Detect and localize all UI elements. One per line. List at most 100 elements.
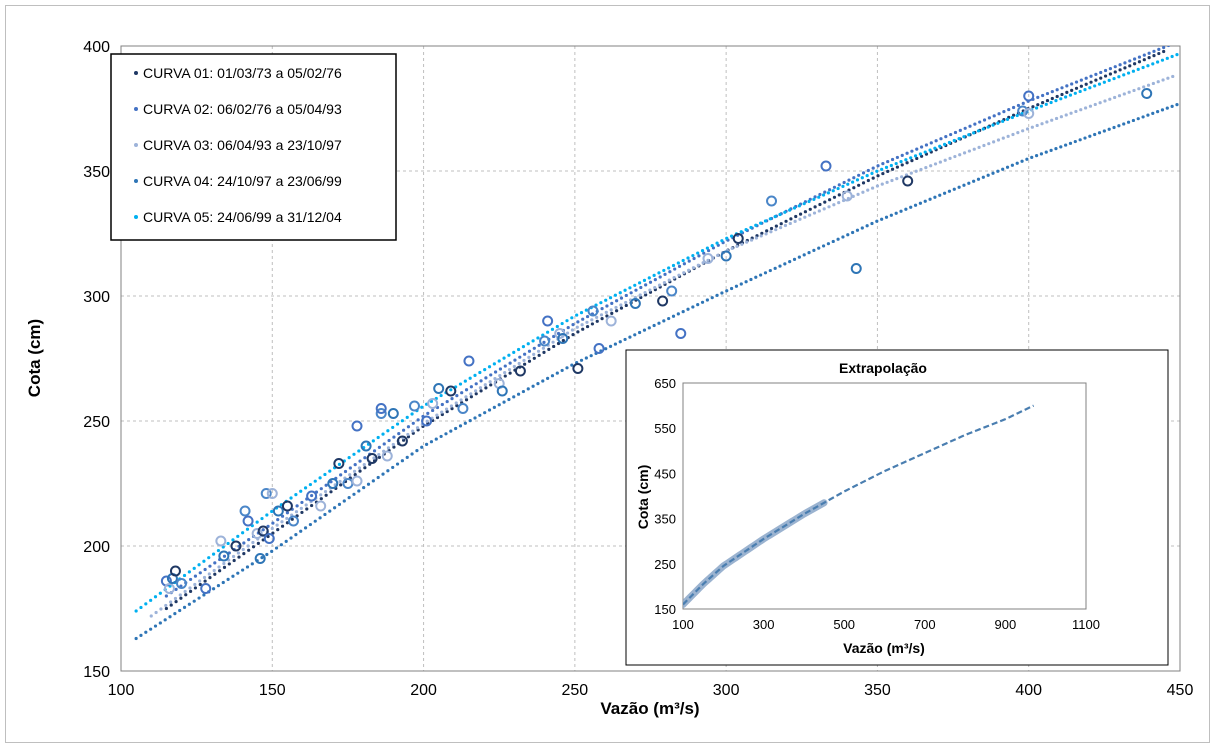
curve-point (647, 326, 651, 330)
curve-point (347, 496, 351, 500)
curve-point (222, 554, 227, 558)
curve-point (192, 566, 196, 570)
curve-point (996, 138, 1001, 142)
curve-point (996, 121, 1000, 125)
curve-point (813, 195, 817, 199)
curve-point (1093, 132, 1097, 137)
curve-point (710, 244, 714, 248)
series-curva-04 (134, 103, 1179, 641)
curve-point (876, 164, 880, 168)
curve-point (889, 163, 893, 168)
curve-point (455, 394, 459, 398)
curve-point (909, 171, 913, 175)
curve-point (1102, 129, 1106, 133)
curve-point (1156, 60, 1160, 64)
curve-point (1049, 148, 1053, 152)
curve-point (508, 371, 512, 375)
curve-point (1010, 115, 1014, 120)
curve-point (532, 356, 536, 360)
curve-point (1010, 163, 1014, 167)
curve-point (895, 155, 899, 160)
curve-point (576, 330, 580, 334)
curve-point (991, 123, 995, 127)
curve-point (431, 408, 435, 413)
observation-point (445, 385, 457, 397)
curve-point (1068, 141, 1073, 145)
curve-point (527, 355, 531, 359)
curve-point (445, 399, 449, 404)
curve-point (792, 206, 797, 210)
y-axis-title: Cota (cm) (25, 319, 44, 397)
observation-point (496, 385, 508, 397)
observation-point (254, 553, 266, 564)
x-tick-label: 350 (864, 682, 891, 699)
curve-point (377, 445, 381, 449)
curve-point (464, 398, 469, 402)
curve-point (242, 552, 246, 556)
curve-point (579, 310, 584, 315)
curve-point (1170, 54, 1174, 59)
curve-point (909, 156, 913, 160)
curve-point (585, 314, 590, 319)
curve-point (624, 293, 628, 298)
curve-point (289, 536, 293, 540)
x-tick-label: 200 (410, 682, 437, 699)
curve-point (1045, 120, 1049, 124)
curve-point (987, 142, 991, 146)
curve-point (188, 577, 193, 582)
curve-point (768, 268, 772, 273)
curve-point (792, 257, 797, 261)
curve-point (158, 621, 162, 625)
observation-point (260, 488, 272, 499)
curve-point (406, 432, 410, 437)
curve-point (560, 321, 564, 326)
curve-point (207, 572, 211, 576)
curve-point (386, 469, 390, 473)
curve-point (706, 248, 711, 253)
curve-point (1015, 161, 1019, 165)
curve-point (764, 232, 768, 236)
curve-point (807, 251, 811, 255)
curve-point (832, 185, 837, 189)
curve-point (265, 513, 269, 517)
curve-point (285, 511, 290, 515)
curve-point (353, 462, 357, 467)
curve-point (217, 565, 221, 569)
curve-point (270, 526, 274, 531)
curve-point (585, 324, 590, 329)
curve-point (866, 178, 870, 183)
curve-point (580, 323, 584, 327)
curve-point (1162, 49, 1166, 54)
curve-point (759, 221, 763, 225)
inset-title: Extrapolação (839, 360, 927, 376)
curve-point (449, 429, 453, 433)
curve-point (1175, 53, 1179, 57)
curve-point (836, 186, 840, 191)
observation-point (239, 505, 251, 517)
curve-point (290, 517, 294, 521)
observation-point (820, 160, 832, 172)
curve-point (449, 404, 454, 408)
curve-point (1103, 99, 1107, 103)
curve-point (802, 253, 806, 257)
curve-point (942, 191, 947, 195)
curve-point (687, 259, 691, 263)
curve-point (159, 607, 163, 611)
curve-point (918, 152, 922, 156)
curve-point (371, 439, 375, 443)
curve-point (513, 358, 517, 362)
curve-point (681, 309, 685, 314)
curve-point (410, 452, 414, 456)
curve-point (1102, 80, 1106, 84)
curve-point (202, 559, 206, 563)
curve-point (1070, 82, 1074, 86)
curve-point (439, 434, 443, 439)
curve-point (633, 333, 637, 337)
curve-point (208, 576, 212, 580)
curve-point (876, 174, 880, 178)
curve-point (555, 371, 559, 375)
curve-point (648, 288, 652, 292)
inset-y-tick-label: 350 (654, 512, 676, 527)
curve-point (710, 296, 714, 300)
observation-point (542, 315, 554, 327)
